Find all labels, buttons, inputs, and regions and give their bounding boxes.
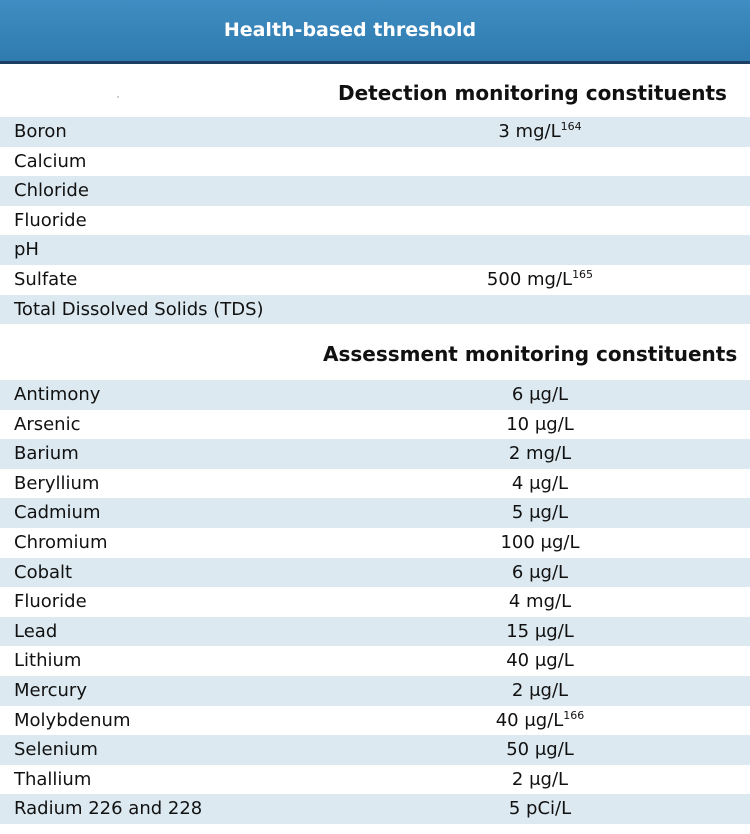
constituent-name: pH (14, 239, 39, 261)
table-row: Fluoride (0, 206, 750, 236)
threshold-text: 5 μg/L (511, 502, 569, 524)
section-title-detection: Detection monitoring constituents (338, 81, 727, 105)
threshold-text: 2 μg/L (511, 768, 569, 790)
threshold-text: 3 mg/L (498, 121, 561, 142)
threshold-value: 6 μg/L (360, 380, 720, 410)
constituent-name: Barium (14, 443, 79, 465)
constituent-name: Chromium (14, 531, 108, 553)
threshold-value: 15 μg/L (360, 617, 720, 647)
table-row: Lithium 40 μg/L (0, 646, 750, 676)
constituent-name: Selenium (14, 739, 98, 761)
threshold-text: 6 μg/L (511, 561, 569, 583)
table-row: Boron 3 mg/L164 (0, 117, 750, 147)
threshold-value: 4 mg/L (360, 587, 720, 617)
threshold-value: 500 mg/L165 (360, 265, 720, 295)
table-row: Fluoride 4 mg/L (0, 587, 750, 617)
constituent-name: Radium 226 and 228 (14, 798, 203, 820)
threshold-text: 6 μg/L (511, 384, 569, 405)
table-row: Antimony 6 μg/L (0, 380, 750, 410)
table-row: Calcium (0, 147, 750, 177)
constituent-name: Chloride (14, 180, 89, 202)
section-title-assessment: Assessment monitoring constituents (323, 342, 738, 366)
assessment-rows: Antimony 6 μg/L Arsenic 10 μg/L Barium 2 mg/L… (0, 380, 750, 824)
threshold-value: 3 mg/L164 (360, 117, 720, 147)
detection-rows: Boron 3 mg/L164 Calcium Chloride Fluoride pH S… (0, 117, 750, 325)
threshold-text: 5 pCi/L (508, 798, 572, 820)
table-row: Thallium 2 μg/L (0, 765, 750, 795)
threshold-value: 4 μg/L (360, 469, 720, 499)
constituent-name: Boron (14, 121, 67, 142)
constituent-name: Lead (14, 620, 58, 642)
table-row: Cadmium 5 μg/L (0, 498, 750, 528)
threshold-value: 40 μg/L (360, 646, 720, 676)
threshold-value: 5 pCi/L (360, 794, 720, 824)
table-row: Total Dissolved Solids (TDS) (0, 294, 750, 325)
threshold-value: 2 μg/L (360, 765, 720, 795)
threshold-text: 50 μg/L (506, 739, 574, 761)
constituent-name: Cobalt (14, 561, 73, 583)
table-row: Barium 2 mg/L (0, 439, 750, 469)
threshold-text: 2 mg/L (508, 443, 572, 465)
constituent-name: Sulfate (14, 268, 78, 290)
threshold-text: 500 mg/L (486, 268, 573, 290)
threshold-value: 50 μg/L (360, 735, 720, 765)
constituent-name: Fluoride (14, 591, 87, 613)
footnote-ref: 166 (563, 708, 585, 722)
threshold-value: 5 μg/L (360, 498, 720, 528)
table-row: Lead 15 μg/L (0, 616, 750, 647)
constituent-name: Beryllium (14, 472, 100, 494)
constituent-name: Antimony (14, 384, 101, 405)
threshold-value: 6 μg/L (360, 558, 720, 588)
header-title: Health-based threshold (223, 19, 477, 41)
constituent-name: Lithium (14, 650, 82, 672)
threshold-value: 40 μg/L166 (360, 706, 720, 736)
threshold-text: 2 μg/L (511, 679, 569, 701)
table-row: Selenium 50 μg/L (0, 735, 750, 765)
constituent-name: Molybdenum (14, 709, 131, 731)
table-header: Health-based threshold (0, 0, 750, 64)
constituent-name: Fluoride (14, 209, 87, 231)
constituent-name: Arsenic (14, 413, 81, 435)
table-row: Chloride (0, 176, 750, 206)
threshold-value: 10 μg/L (360, 410, 720, 440)
threshold-value: 2 μg/L (360, 676, 720, 706)
stray-dot (117, 96, 119, 98)
constituent-name: Total Dissolved Solids (TDS) (14, 298, 264, 320)
threshold-text: 100 μg/L (500, 531, 580, 553)
threshold-text: 4 μg/L (511, 472, 569, 494)
threshold-text: 40 μg/L (506, 650, 574, 672)
threshold-text: 4 mg/L (508, 591, 572, 613)
table-row: Molybdenum 40 μg/L166 (0, 706, 750, 736)
constituent-name: Cadmium (14, 502, 101, 524)
table-row: Arsenic 10 μg/L (0, 410, 750, 440)
threshold-value: 2 mg/L (360, 439, 720, 469)
footnote-ref: 164 (560, 120, 582, 133)
table-row: Sulfate 500 mg/L165 (0, 265, 750, 295)
footnote-ref: 165 (572, 267, 594, 281)
threshold-text: 15 μg/L (506, 620, 574, 642)
constituent-name: Thallium (14, 768, 92, 790)
constituent-name: Calcium (14, 150, 87, 172)
threshold-value: 100 μg/L (360, 528, 720, 558)
threshold-text: 40 μg/L (495, 709, 564, 731)
table-row: Cobalt 6 μg/L (0, 557, 750, 588)
table-row: Beryllium 4 μg/L (0, 469, 750, 499)
table-row: pH (0, 235, 750, 265)
constituent-name: Mercury (14, 679, 87, 701)
table-row: Radium 226 and 228 5 pCi/L (0, 794, 750, 824)
table-row: Chromium 100 μg/L (0, 528, 750, 558)
threshold-text: 10 μg/L (506, 413, 574, 435)
table-row: Mercury 2 μg/L (0, 675, 750, 706)
